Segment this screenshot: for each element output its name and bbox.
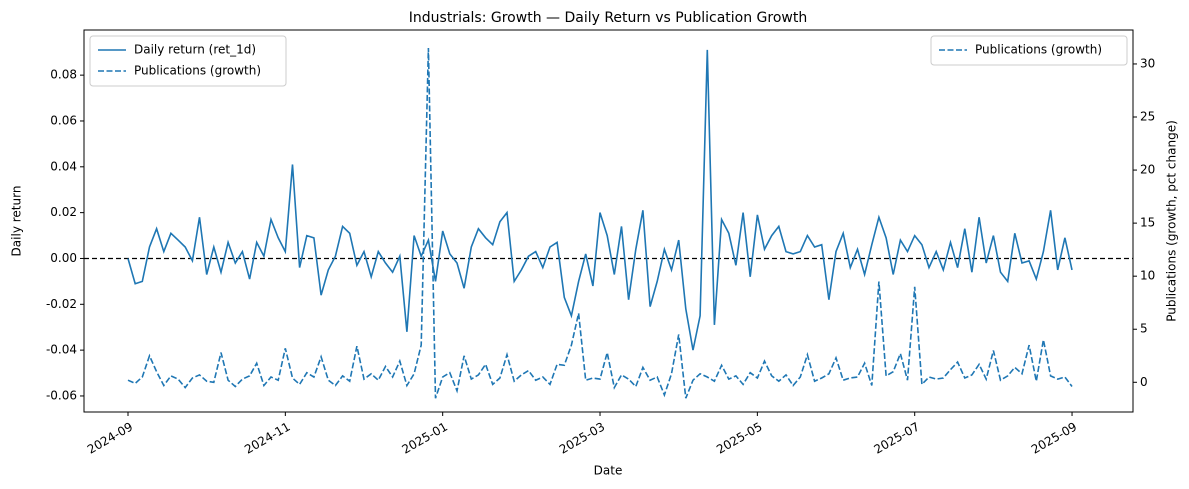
plot-frame bbox=[83, 29, 1134, 413]
legend: Daily return (ret_1d) Publications (growt… bbox=[89, 35, 287, 87]
series-line bbox=[127, 49, 1073, 351]
x-tick-label: 2025-01 bbox=[400, 420, 450, 457]
y2-axis-label: Publications (growth, pct change) bbox=[1165, 120, 1179, 322]
x-tick-label: 2024-09 bbox=[85, 420, 135, 457]
y2-tick-label: 15 bbox=[1140, 216, 1155, 230]
y2-tick-label: 25 bbox=[1140, 110, 1155, 124]
y-axis-label: Daily return bbox=[10, 186, 24, 257]
series-line bbox=[127, 47, 1073, 399]
x-tick-label: 2025-07 bbox=[872, 420, 922, 457]
legend-label: Daily return (ret_1d) bbox=[134, 43, 256, 57]
legend-y2: Publications (growth) bbox=[930, 35, 1128, 66]
x-tick-label: 2024-11 bbox=[242, 420, 292, 457]
y-tick-label: -0.06 bbox=[46, 388, 77, 402]
x-axis-label: Date bbox=[594, 464, 623, 478]
x-tick-label: 2025-09 bbox=[1029, 420, 1079, 457]
y-tick-label: 0.08 bbox=[50, 68, 77, 82]
legend-box bbox=[930, 35, 1128, 66]
y-tick-label: -0.02 bbox=[46, 297, 77, 311]
y2-tick-label: 30 bbox=[1140, 56, 1155, 70]
y2-tick-label: 10 bbox=[1140, 269, 1155, 283]
y-tick-label: 0.06 bbox=[50, 113, 77, 127]
y-tick-label: 0.00 bbox=[50, 251, 77, 265]
x-tick-label: 2025-05 bbox=[714, 420, 764, 457]
legend-box bbox=[89, 35, 287, 87]
legend-label: Publications (growth) bbox=[975, 43, 1102, 57]
y2-tick-label: 20 bbox=[1140, 163, 1155, 177]
chart-title: Industrials: Growth — Daily Return vs Pu… bbox=[409, 10, 807, 26]
y-tick-label: -0.04 bbox=[46, 343, 77, 357]
y2-tick-label: 5 bbox=[1140, 322, 1148, 336]
legend-label: Publications (growth) bbox=[134, 64, 261, 78]
x-tick-label: 2025-03 bbox=[557, 420, 607, 457]
y2-tick-label: 0 bbox=[1140, 375, 1148, 389]
y-tick-label: 0.02 bbox=[50, 205, 77, 219]
y-tick-label: 0.04 bbox=[50, 159, 77, 173]
